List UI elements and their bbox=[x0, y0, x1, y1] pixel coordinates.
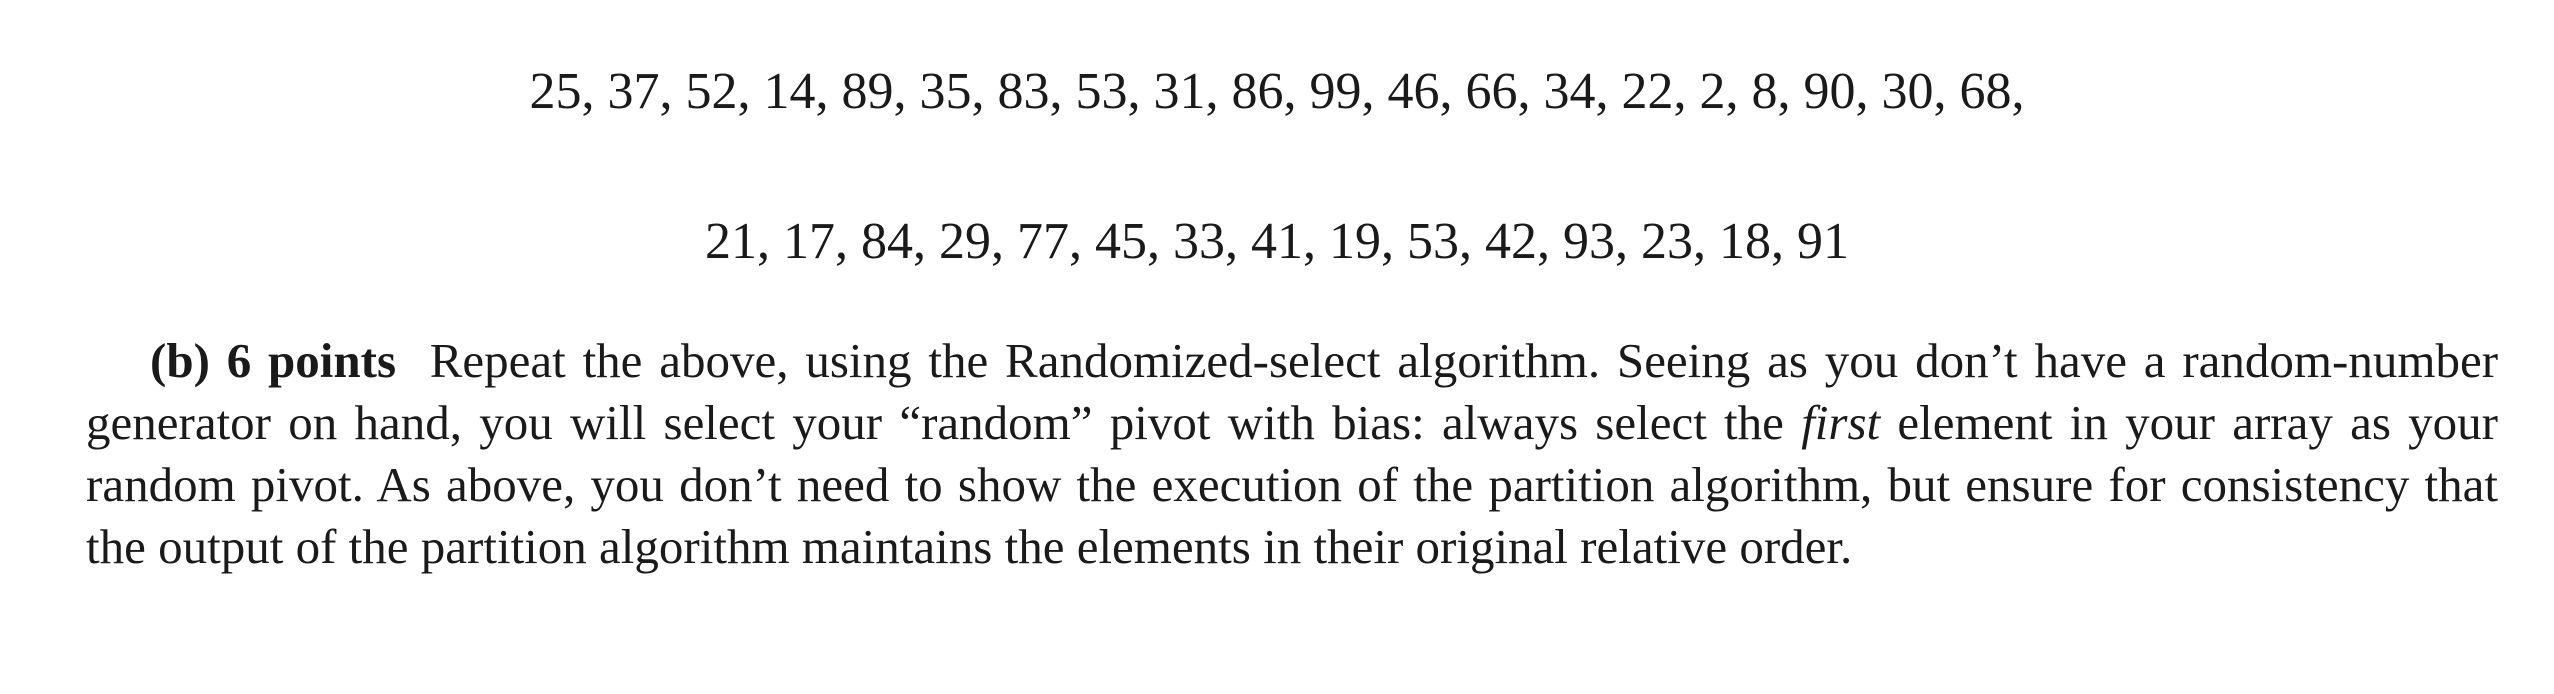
sequence-line-2: 21, 17, 84, 29, 77, 45, 33, 41, 19, 53, … bbox=[0, 212, 2554, 272]
question-paragraph: (b) 6 points Repeat the above, using the… bbox=[86, 330, 2498, 578]
sequence-line-1: 25, 37, 52, 14, 89, 35, 83, 53, 31, 86, … bbox=[0, 62, 2554, 122]
question-text-start: Repeat the above, using the Randomized-s… bbox=[86, 333, 2499, 450]
sequence-line-1-text: 25, 37, 52, 14, 89, 35, 83, 53, 31, 86, … bbox=[529, 63, 2025, 120]
question-text-end: element in your array as your random piv… bbox=[86, 395, 2498, 574]
question-label: (b) 6 points bbox=[150, 333, 397, 388]
emphasis-first: first bbox=[1801, 395, 1881, 450]
sequence-line-2-text: 21, 17, 84, 29, 77, 45, 33, 41, 19, 53, … bbox=[705, 213, 1849, 270]
